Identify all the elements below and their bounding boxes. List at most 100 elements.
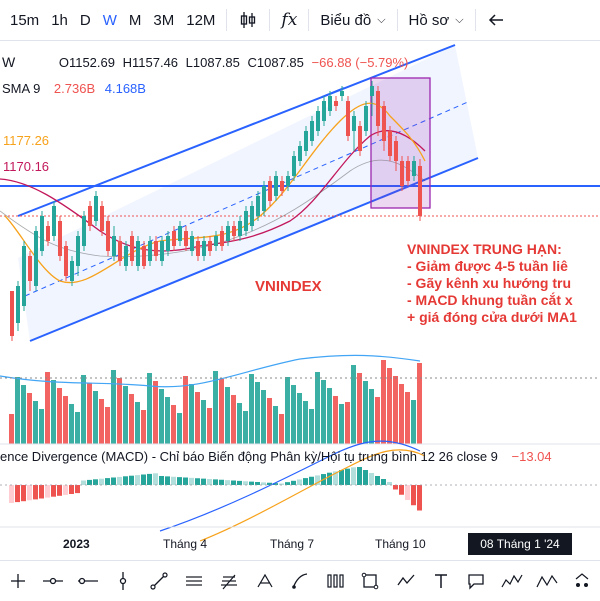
candles-group — [10, 81, 422, 341]
profile-dropdown[interactable]: Hồ sơ ⌵ — [403, 0, 470, 40]
volume-bar — [147, 373, 152, 444]
legend-open: O1152.69 — [58, 55, 115, 70]
fib-tool[interactable] — [253, 569, 277, 593]
brush-tool[interactable] — [288, 569, 312, 593]
volume-bar — [321, 380, 326, 444]
candle-body — [64, 246, 68, 276]
crosshair-date-badge: 08 Tháng 1 '24 — [468, 533, 572, 555]
vnindex-label: VNINDEX — [255, 278, 322, 295]
candle-body — [274, 176, 278, 196]
chart-area[interactable]: W O1152.69 H1157.46 L1087.85 C1087.85 −6… — [0, 41, 600, 560]
volume-bar — [153, 381, 158, 444]
macd-histogram-bar — [111, 477, 116, 485]
macd-histogram-bar — [357, 467, 362, 485]
callout-tool[interactable] — [464, 569, 488, 593]
volume-bar — [267, 398, 272, 444]
volume-bar — [69, 404, 74, 444]
volume-bar — [33, 401, 38, 444]
candle-body — [304, 131, 308, 151]
interval-label: 1h — [51, 11, 68, 29]
interval-label: W — [102, 11, 117, 29]
candle-body — [28, 256, 32, 281]
undo-button[interactable] — [481, 0, 511, 40]
volume-bar — [171, 405, 176, 444]
chevron-down-icon: ⌵ — [377, 13, 386, 26]
volume-bar — [363, 381, 368, 444]
macd-histogram-bar — [153, 473, 158, 485]
candle-body — [310, 121, 314, 141]
macd-histogram-bar — [9, 485, 14, 503]
volume-bar — [81, 375, 86, 444]
rectangle-tool[interactable] — [358, 569, 382, 593]
path-icon — [327, 574, 344, 588]
more-tool[interactable] — [570, 569, 594, 593]
volume-bar — [129, 394, 134, 444]
horizontal-line-tool[interactable] — [41, 569, 65, 593]
rectangle-icon — [362, 572, 379, 590]
elliott-tool[interactable] — [500, 569, 524, 593]
interval-d[interactable]: D — [74, 0, 97, 40]
volume-bar — [285, 377, 290, 444]
path-tool[interactable] — [323, 569, 347, 593]
volume-bar — [177, 413, 182, 444]
candle-body — [262, 186, 266, 211]
ohlc-legend: W O1152.69 H1157.46 L1087.85 C1087.85 −6… — [2, 54, 408, 70]
price-chart[interactable] — [0, 41, 600, 560]
legend-close: C1087.85 — [247, 55, 304, 70]
macd-histogram-bar — [135, 475, 140, 485]
macd-histogram-bar — [393, 485, 398, 490]
abc-tool[interactable] — [535, 569, 559, 593]
volume-bar — [243, 411, 248, 444]
volume-bar — [51, 380, 56, 444]
interval-w[interactable]: W — [97, 0, 123, 40]
toolbar-divider — [226, 9, 228, 31]
volume-bar — [417, 363, 422, 444]
macd-histogram-bar — [123, 476, 128, 485]
candle-body — [244, 211, 248, 231]
macd-group — [9, 467, 422, 511]
interval-12m[interactable]: 12M — [180, 0, 221, 40]
text-tool[interactable] — [429, 569, 453, 593]
pattern-tool[interactable] — [394, 569, 418, 593]
macd-histogram-bar — [375, 476, 380, 485]
channel-upper-line — [17, 44, 456, 217]
cursor-tool[interactable] — [6, 569, 30, 593]
interval-m[interactable]: M — [123, 0, 148, 40]
trend-line-icon — [150, 572, 168, 590]
macd-histogram-bar — [69, 485, 74, 494]
interval-15m[interactable]: 15m — [0, 0, 45, 40]
volume-bar — [105, 407, 110, 444]
vertical-line-tool[interactable] — [111, 569, 135, 593]
parallel-channel-tool[interactable] — [182, 569, 206, 593]
elliott-icon — [501, 574, 523, 588]
annotation-arrow-line — [321, 87, 345, 98]
macd-histogram-bar — [99, 478, 104, 485]
ray-tool[interactable] — [76, 569, 100, 593]
volume-bar — [225, 387, 230, 444]
volume-bar — [159, 389, 164, 444]
macd-histogram-bar — [405, 485, 410, 500]
interval-1h[interactable]: 1h — [45, 0, 74, 40]
candle-body — [268, 181, 272, 201]
indicators-button[interactable]: fx — [275, 0, 303, 40]
volume-bar — [165, 397, 170, 444]
volume-bar — [231, 395, 236, 444]
candle-body — [388, 131, 392, 156]
volume-bar — [315, 372, 320, 444]
pitchfork-tool[interactable] — [217, 569, 241, 593]
candles-button[interactable] — [232, 0, 264, 40]
candle-body — [208, 241, 212, 251]
macd-histogram-bar — [273, 483, 278, 485]
interval-3m[interactable]: 3M — [147, 0, 180, 40]
candle-body — [238, 221, 242, 236]
chart-type-dropdown[interactable]: Biểu đồ ⌵ — [314, 0, 391, 40]
trend-line-tool[interactable] — [147, 569, 171, 593]
volume-bar — [351, 365, 356, 444]
candle-body — [376, 91, 380, 126]
candle-body — [100, 206, 104, 231]
candle-body — [16, 286, 20, 323]
macd-histogram-bar — [309, 476, 314, 485]
macd-histogram-bar — [339, 470, 344, 485]
candle-body — [340, 91, 344, 96]
volume-bar — [57, 388, 62, 444]
